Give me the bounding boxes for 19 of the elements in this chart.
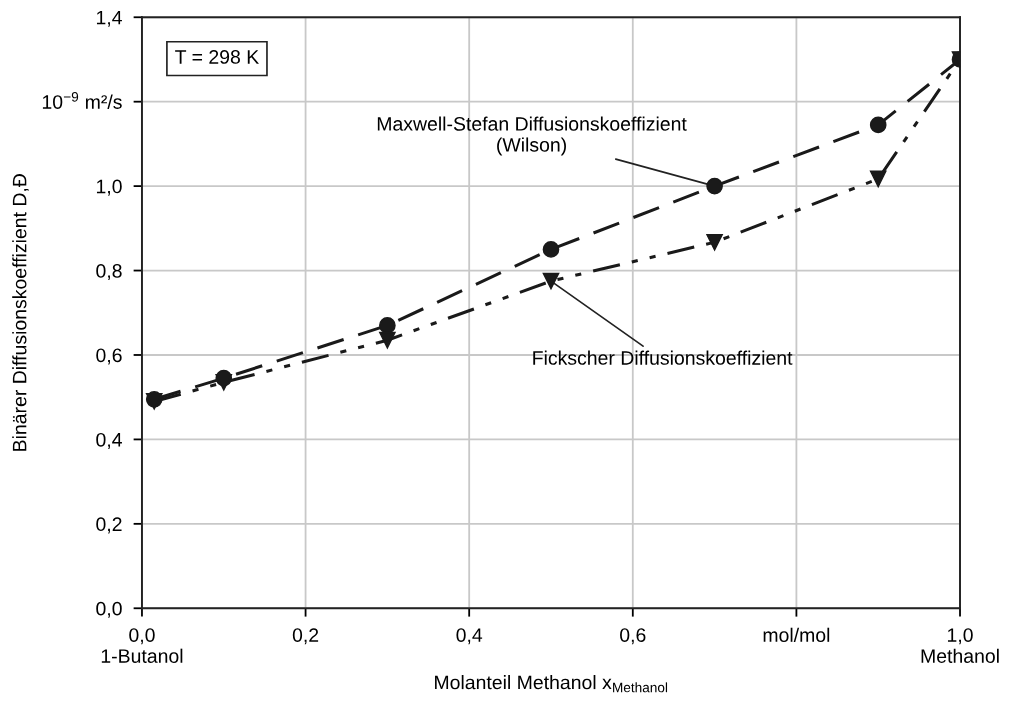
y-tick-label: 1,0 — [96, 179, 122, 196]
x-tick-label: 0,4 — [456, 628, 483, 645]
x-tick-label: 0,6 — [620, 628, 646, 645]
x-axis-title: Molanteil Methanol x$_{Methanol}$ — [435, 675, 668, 693]
x-tick-label: 0,0 1-Butanol — [101, 628, 183, 663]
y-tick-label: 0,2 — [96, 517, 122, 534]
y-axis-title: Binärer Diffusionskoeffizient D,Đ — [12, 174, 29, 451]
y-tick-label: 1,4 — [96, 10, 122, 27]
annotation: Fickscher Diffusionskoeffizient — [533, 350, 793, 365]
y-tick-label: 0,8 — [96, 264, 122, 281]
y-tick-label: 0,6 — [96, 348, 122, 365]
y-tick-label: 0,4 — [96, 432, 122, 449]
annotation: Maxwell-Stefan Diffusionskoeffizient (Wilson) — [377, 116, 687, 156]
x-tick-label: mol/mol — [763, 627, 830, 642]
y-tick-label: 0,0 — [96, 601, 122, 618]
annotation: T = 298 K — [175, 50, 259, 64]
x-tick-label: 0,2 — [292, 628, 319, 645]
y-tick-label: 10$^{−9}$ m²/s — [42, 92, 122, 109]
x-tick-label: 1,0 Methanol — [921, 628, 999, 663]
